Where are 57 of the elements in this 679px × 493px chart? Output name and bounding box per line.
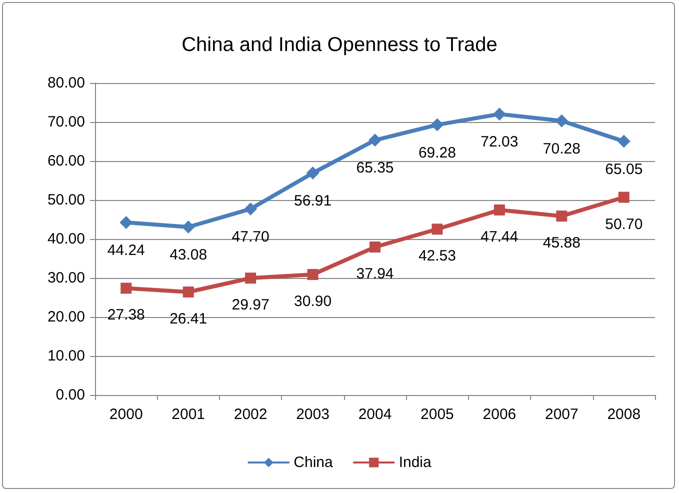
data-label: 69.28 (418, 144, 456, 162)
data-label: 50.70 (605, 216, 643, 233)
x-tick-label: 2007 (544, 406, 578, 423)
point (182, 286, 194, 298)
y-tick-label: 20.00 (47, 308, 85, 326)
data-label: 56.91 (294, 192, 332, 210)
point (120, 282, 132, 294)
data-label: 45.88 (542, 234, 580, 252)
chart-title: China and India Openness to Trade (182, 34, 498, 56)
point (617, 134, 630, 148)
data-label: 47.44 (480, 228, 518, 246)
point (492, 108, 506, 121)
data-label: 42.53 (418, 248, 456, 265)
y-tick-label: 40.00 (47, 230, 85, 248)
data-label: 43.08 (170, 246, 208, 264)
point (182, 220, 195, 234)
point (306, 166, 320, 180)
point (245, 272, 256, 284)
point (368, 134, 382, 147)
y-tick-label: 60.00 (47, 152, 85, 170)
y-tick-label: 30.00 (47, 270, 85, 286)
data-label: 72.03 (480, 134, 518, 151)
point (618, 192, 630, 203)
point (370, 242, 380, 253)
point (307, 268, 318, 280)
data-label: 65.05 (605, 160, 643, 178)
data-label: 29.97 (232, 296, 270, 314)
point (494, 204, 505, 216)
point (555, 114, 568, 128)
x-tick-label: 2000 (109, 406, 143, 423)
data-label: 26.41 (170, 310, 208, 328)
data-label: 30.90 (294, 292, 332, 310)
data-label: 47.70 (232, 228, 270, 246)
x-tick-label: 2006 (482, 406, 516, 423)
legend-label: India (398, 454, 432, 471)
data-label: 65.35 (356, 160, 394, 177)
y-tick-label: 80.00 (47, 74, 85, 92)
point (244, 202, 258, 216)
x-tick-label: 2001 (172, 406, 206, 423)
y-tick-label: 10.00 (47, 348, 85, 364)
data-label: 44.24 (107, 242, 145, 259)
y-tick-label: 70.00 (47, 114, 85, 130)
y-tick-label: 0.00 (56, 386, 85, 404)
point (556, 210, 568, 222)
point (120, 216, 133, 229)
x-tick-label: 2005 (420, 406, 454, 423)
point (432, 224, 443, 235)
point (430, 118, 444, 132)
x-tick-label: 2003 (296, 406, 330, 423)
x-tick-label: 2002 (234, 406, 268, 423)
data-label: 70.28 (542, 140, 580, 158)
y-tick-label: 50.00 (47, 192, 85, 208)
x-tick-label: 2008 (607, 406, 641, 423)
data-label: 27.38 (107, 306, 145, 324)
legend-label: China (294, 454, 334, 471)
x-tick-label: 2004 (358, 406, 392, 423)
data-label: 37.94 (356, 266, 394, 283)
